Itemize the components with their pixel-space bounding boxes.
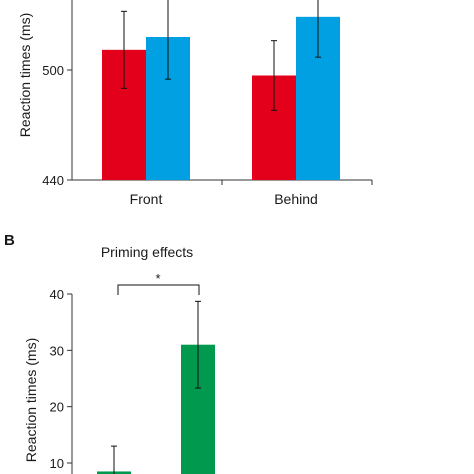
panel-a-tick-label: 500: [42, 63, 64, 78]
panel-a-bars: [102, 0, 340, 181]
panel-b-tick-label: 10: [50, 456, 64, 471]
panel-b-title: Priming effects: [101, 244, 193, 260]
panel-b-y-axis-label: Reaction times (ms): [23, 338, 39, 462]
panel-a-category-labels: Front Behind: [130, 191, 318, 207]
panel-a-category-label: Front: [130, 191, 163, 207]
panel-b-label: B: [4, 232, 15, 249]
panel-a-y-axis-label: Reaction times (ms): [17, 13, 33, 137]
panel-b-tick-label: 30: [50, 343, 64, 358]
significance-star: *: [155, 271, 160, 286]
significance-bracket: [117, 284, 200, 295]
panel-b-chart: B Priming effects Reaction times (ms) 10…: [4, 232, 215, 474]
panel-a-ticks: 440 500: [42, 63, 373, 188]
panel-a-chart: Reaction times (ms) 440 500 Front Behind: [17, 0, 373, 207]
panel-a-tick-label: 440: [42, 173, 64, 188]
panel-a-category-label: Behind: [274, 191, 318, 207]
panel-b-bars: [97, 300, 215, 474]
panel-b-tick-label: 40: [50, 287, 64, 302]
panel-b-tick-label: 20: [50, 400, 64, 415]
panel-b-ticks: 10 20 30 40: [50, 287, 72, 471]
